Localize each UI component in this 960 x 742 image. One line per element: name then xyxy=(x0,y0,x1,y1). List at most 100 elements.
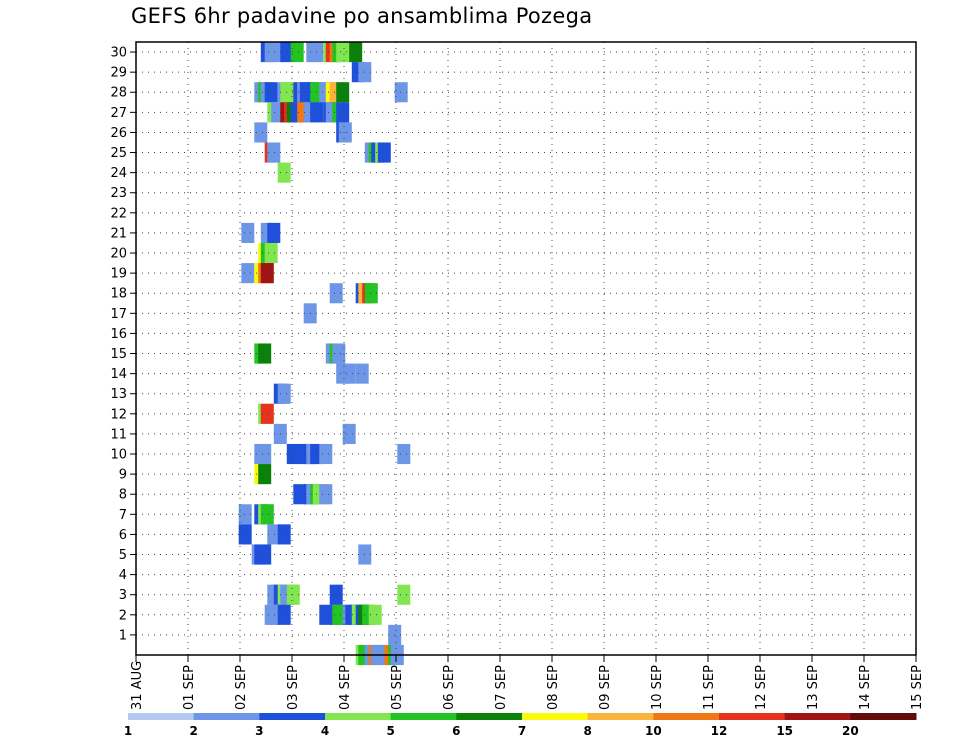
x-axis: 31 AUG 01 SEP 02 SEP 03 SEP 04 SEP 05 SEP 06 S… xyxy=(130,655,925,710)
y-tick-label: 27 xyxy=(110,106,127,121)
heatmap-cell xyxy=(338,122,352,143)
heatmap-cell xyxy=(264,82,278,103)
x-tick-label: 03 SEP xyxy=(286,665,301,710)
y-tick-label: 3 xyxy=(119,588,127,603)
x-tick-label: 07 SEP xyxy=(494,665,509,710)
heatmap-cell xyxy=(332,343,346,364)
heatmap-cell xyxy=(329,283,343,304)
x-tick-label: 02 SEP xyxy=(234,665,249,710)
x-tick-label: 12 SEP xyxy=(754,665,769,710)
heatmap-cell xyxy=(290,42,304,63)
y-tick-label: 1 xyxy=(119,628,127,643)
y-tick-label: 19 xyxy=(110,267,127,282)
colorbar: 1 2 3 4 5 6 7 8 10 12 15 20 xyxy=(124,713,917,738)
heatmap-cell xyxy=(267,222,281,243)
heatmap-cell xyxy=(349,42,363,63)
colorbar-label: 20 xyxy=(842,724,859,738)
y-tick-label: 9 xyxy=(119,468,127,483)
heatmap-cell xyxy=(336,82,350,103)
plot-frame xyxy=(135,41,917,656)
heatmap-cell xyxy=(258,464,272,485)
colorbar-label: 12 xyxy=(711,724,728,738)
heatmap-cell xyxy=(397,584,411,605)
heatmap-cell xyxy=(277,383,291,404)
x-tick-label: 10 SEP xyxy=(650,665,665,710)
y-tick-label: 21 xyxy=(110,226,127,241)
heatmap-cell xyxy=(355,363,369,384)
colorbar-swatch xyxy=(784,713,851,720)
heatmap-cell xyxy=(342,423,356,444)
heatmap-cell xyxy=(286,584,300,605)
y-tick-label: 4 xyxy=(119,568,127,583)
y-tick-label: 28 xyxy=(110,86,127,101)
chart-title: GEFS 6hr padavine po ansamblima Pozega xyxy=(131,4,593,28)
colorbar-swatch xyxy=(522,713,589,720)
colorbar-swatch xyxy=(325,713,392,720)
heatmap-cell xyxy=(277,524,291,545)
colorbar-label: 1 xyxy=(124,724,132,738)
heatmap-cell xyxy=(332,604,346,625)
y-tick-label: 30 xyxy=(110,46,127,61)
colorbar-label: 5 xyxy=(386,724,394,738)
heatmap-cell xyxy=(394,82,408,103)
heatmap-cell xyxy=(258,443,272,465)
heatmap-cell xyxy=(258,544,272,565)
x-tick-label: 15 SEP xyxy=(910,665,925,710)
y-tick-label: 24 xyxy=(110,166,127,181)
x-tick-label: 04 SEP xyxy=(338,665,353,710)
x-tick-label: 11 SEP xyxy=(702,665,717,710)
heatmap-cells xyxy=(238,42,411,666)
colorbar-label: 6 xyxy=(452,724,460,738)
y-tick-label: 15 xyxy=(110,347,127,362)
colorbar-swatch xyxy=(653,713,720,720)
heatmap-cell xyxy=(260,403,274,424)
heatmap-cell xyxy=(319,604,333,625)
heatmap-cell xyxy=(368,604,382,625)
x-tick-label: 05 SEP xyxy=(390,665,405,710)
colorbar-swatch xyxy=(193,713,260,720)
heatmap-cell xyxy=(267,604,281,625)
grid-lines xyxy=(136,42,916,655)
heatmap-cell xyxy=(342,363,356,384)
colorbar-swatch xyxy=(456,713,523,720)
y-tick-label: 23 xyxy=(110,186,127,201)
heatmap-cell xyxy=(397,443,411,465)
heatmap-cell xyxy=(264,242,278,264)
y-tick-label: 29 xyxy=(110,66,127,81)
heatmap-cell xyxy=(267,142,281,163)
y-tick-label: 26 xyxy=(110,126,127,141)
colorbar-swatch xyxy=(390,713,457,720)
y-tick-label: 5 xyxy=(119,548,127,563)
y-tick-label: 16 xyxy=(110,327,127,342)
y-tick-label: 7 xyxy=(119,508,127,523)
y-tick-label: 18 xyxy=(110,287,127,302)
heatmap-cell xyxy=(260,263,274,284)
heatmap-cell xyxy=(286,443,300,465)
colorbar-swatch xyxy=(719,713,786,720)
colorbar-label: 4 xyxy=(321,724,329,738)
colorbar-swatch xyxy=(587,713,654,720)
heatmap-cell xyxy=(254,122,268,143)
colorbar-label: 2 xyxy=(189,724,197,738)
heatmap-cell xyxy=(277,162,291,183)
heatmap-cell xyxy=(260,504,274,525)
x-tick-label: 13 SEP xyxy=(806,665,821,710)
colorbar-swatch xyxy=(850,713,917,720)
y-tick-label: 17 xyxy=(110,307,127,322)
x-tick-label: 01 SEP xyxy=(182,665,197,710)
colorbar-label: 15 xyxy=(776,724,793,738)
heatmap-cell xyxy=(364,283,378,304)
x-tick-label: 06 SEP xyxy=(442,665,457,710)
heatmap-cell xyxy=(329,584,343,605)
y-tick-label: 14 xyxy=(110,367,127,382)
x-tick-label: 08 SEP xyxy=(546,665,561,710)
y-tick-label: 25 xyxy=(110,146,127,161)
heatmap-cell xyxy=(267,524,281,545)
x-tick-label: 14 SEP xyxy=(858,665,873,710)
y-tick-label: 6 xyxy=(119,528,127,543)
y-tick-label: 22 xyxy=(110,206,127,221)
heatmap-cell xyxy=(238,504,252,525)
y-tick-label: 2 xyxy=(119,608,127,623)
x-tick-label: 31 AUG xyxy=(130,661,145,710)
heatmap-cell xyxy=(238,524,252,545)
